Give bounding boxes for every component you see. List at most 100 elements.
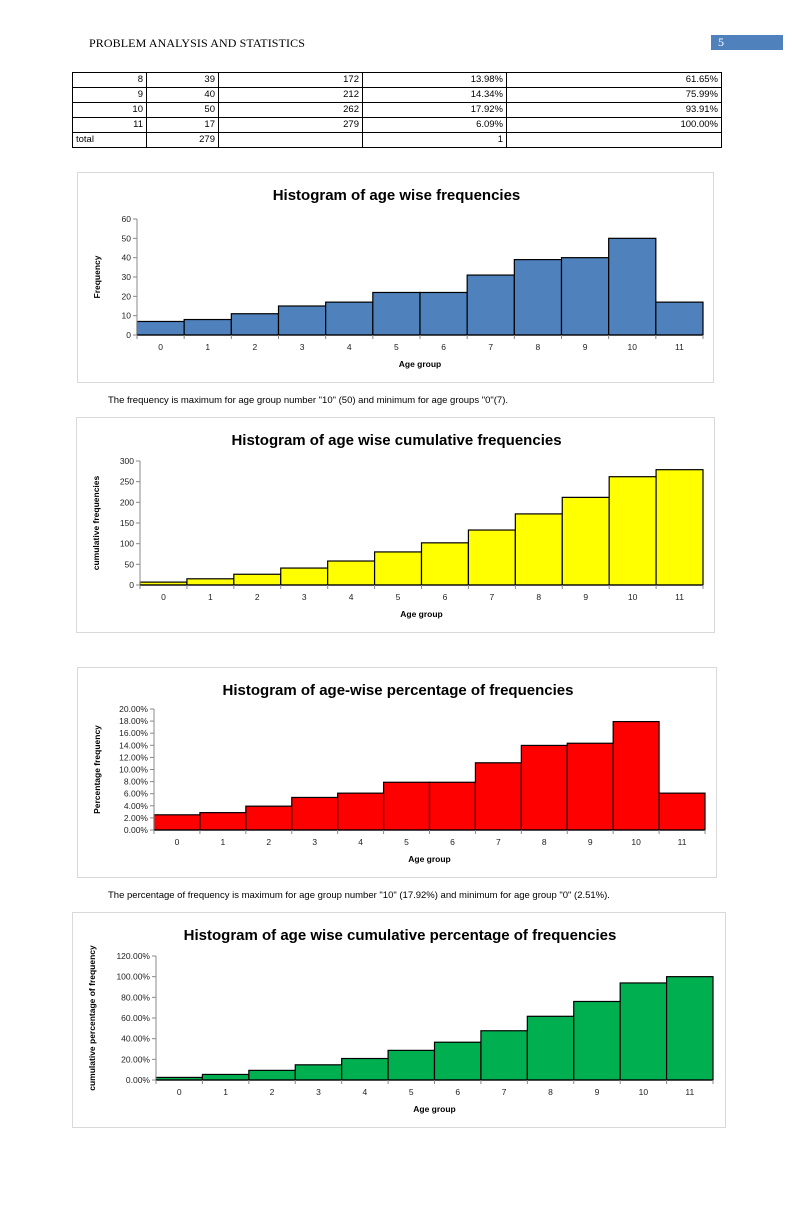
x-tick-label: 4 xyxy=(349,592,354,602)
table-total-row: total 279 1 xyxy=(72,132,722,148)
y-tick-label: 300 xyxy=(120,456,134,466)
histogram-bar xyxy=(428,781,477,831)
histogram-bar xyxy=(387,1049,436,1081)
x-tick-label: 2 xyxy=(253,342,258,352)
y-tick-label: 0 xyxy=(126,330,131,340)
x-tick-label: 5 xyxy=(409,1087,414,1097)
x-tick-label: 11 xyxy=(678,837,687,847)
histogram-bar xyxy=(327,560,376,586)
x-tick-label: 2 xyxy=(270,1087,275,1097)
table-cell: 61.65% xyxy=(506,72,722,88)
table-cell: 14.34% xyxy=(362,87,507,103)
histogram-bar xyxy=(467,529,516,586)
histogram-bar xyxy=(612,720,660,831)
table-cell: 6.09% xyxy=(362,117,507,133)
table-cell: 9 xyxy=(72,87,147,103)
y-tick-label: 0.00% xyxy=(126,1075,151,1085)
x-tick-label: 9 xyxy=(588,837,593,847)
y-tick-label: 4.00% xyxy=(124,801,149,811)
y-tick-label: 14.00% xyxy=(119,740,148,750)
y-tick-label: 20 xyxy=(122,291,132,301)
chart-percentage-frequency-svg: Histogram of age-wise percentage of freq… xyxy=(92,682,706,864)
y-axis-label: cumulative percentage of frequency xyxy=(87,945,97,1091)
histogram-bar xyxy=(560,257,610,336)
table-row: 9 40 212 14.34% 75.99% xyxy=(72,87,722,103)
y-tick-label: 80.00% xyxy=(121,992,150,1002)
caption-percentage: The percentage of frequency is maximum f… xyxy=(108,890,610,901)
y-tick-label: 60.00% xyxy=(121,1013,150,1023)
histogram-bar xyxy=(186,578,235,586)
x-tick-label: 8 xyxy=(536,592,541,602)
x-tick-label: 0 xyxy=(158,342,163,352)
x-tick-label: 3 xyxy=(316,1087,321,1097)
table-cell: total xyxy=(72,132,147,148)
x-tick-label: 1 xyxy=(223,1087,228,1097)
x-tick-label: 0 xyxy=(161,592,166,602)
y-tick-label: 150 xyxy=(120,518,134,528)
y-tick-label: 250 xyxy=(120,477,134,487)
y-tick-label: 12.00% xyxy=(119,752,148,762)
histogram-bar xyxy=(280,567,329,586)
y-axis-label: Percentage frequency xyxy=(92,725,102,814)
chart-frequency-svg: Histogram of age wise frequencies0102030… xyxy=(92,187,704,369)
x-tick-label: 6 xyxy=(455,1087,460,1097)
histogram-bar xyxy=(433,1041,482,1081)
histogram-bar xyxy=(655,469,704,586)
table-cell: 39 xyxy=(146,72,219,88)
histogram-bar xyxy=(514,513,563,586)
x-tick-label: 1 xyxy=(205,342,210,352)
table-cell: 10 xyxy=(72,102,147,118)
table-cell: 93.91% xyxy=(506,102,722,118)
chart-cumulative-frequency-svg: Histogram of age wise cumulative frequen… xyxy=(91,432,704,619)
table-cell: 40 xyxy=(146,87,219,103)
histogram-bar xyxy=(608,476,657,586)
x-axis-label: Age group xyxy=(400,609,443,619)
y-tick-label: 50 xyxy=(125,559,135,569)
y-tick-label: 120.00% xyxy=(116,951,150,961)
y-axis-label: Frequency xyxy=(92,255,102,298)
chart-title: Histogram of age wise cumulative percent… xyxy=(184,927,617,944)
histogram-bar xyxy=(608,237,657,336)
y-tick-label: 60 xyxy=(122,214,132,224)
histogram-bar xyxy=(233,573,282,586)
chart-title: Histogram of age wise cumulative frequen… xyxy=(231,432,561,449)
table-row: 11 17 279 6.09% 100.00% xyxy=(72,117,722,133)
x-tick-label: 7 xyxy=(496,837,501,847)
y-tick-label: 16.00% xyxy=(119,728,148,738)
histogram-bar xyxy=(199,812,247,831)
table-cell: 1 xyxy=(362,132,507,148)
chart-cumulative-frequency: Histogram of age wise cumulative frequen… xyxy=(76,417,715,633)
y-tick-label: 10 xyxy=(122,311,132,321)
table-row: 8 39 172 13.98% 61.65% xyxy=(72,72,722,88)
histogram-bar xyxy=(561,496,610,586)
x-tick-label: 9 xyxy=(583,592,588,602)
chart-percentage-frequency: Histogram of age-wise percentage of freq… xyxy=(77,667,717,878)
x-axis-label: Age group xyxy=(399,359,442,369)
y-tick-label: 30 xyxy=(122,272,132,282)
table-cell xyxy=(218,132,363,148)
y-tick-label: 40.00% xyxy=(121,1034,150,1044)
histogram-bar xyxy=(382,781,431,831)
table-cell: 17 xyxy=(146,117,219,133)
x-tick-label: 11 xyxy=(675,342,684,352)
histogram-bar xyxy=(480,1030,528,1081)
y-tick-label: 100.00% xyxy=(116,972,150,982)
histogram-bar xyxy=(665,976,714,1081)
x-tick-label: 5 xyxy=(394,342,399,352)
histogram-bar xyxy=(183,318,232,336)
y-tick-label: 200 xyxy=(120,497,134,507)
x-tick-label: 9 xyxy=(595,1087,600,1097)
y-tick-label: 8.00% xyxy=(124,777,149,787)
x-tick-label: 0 xyxy=(175,837,180,847)
x-tick-label: 2 xyxy=(266,837,271,847)
table-cell: 279 xyxy=(218,117,363,133)
y-tick-label: 50 xyxy=(122,233,132,243)
histogram-bar xyxy=(294,1064,343,1081)
histogram-bar xyxy=(513,258,563,336)
chart-frequency: Histogram of age wise frequencies 0 10 20 30… xyxy=(77,172,714,383)
table-cell: 8 xyxy=(72,72,147,88)
x-axis-label: Age group xyxy=(413,1104,456,1114)
histogram-bar xyxy=(291,796,339,831)
chart-title: Histogram of age-wise percentage of freq… xyxy=(223,682,574,699)
chart-cumulative-percentage: Histogram of age wise cumulative percent… xyxy=(72,912,726,1128)
